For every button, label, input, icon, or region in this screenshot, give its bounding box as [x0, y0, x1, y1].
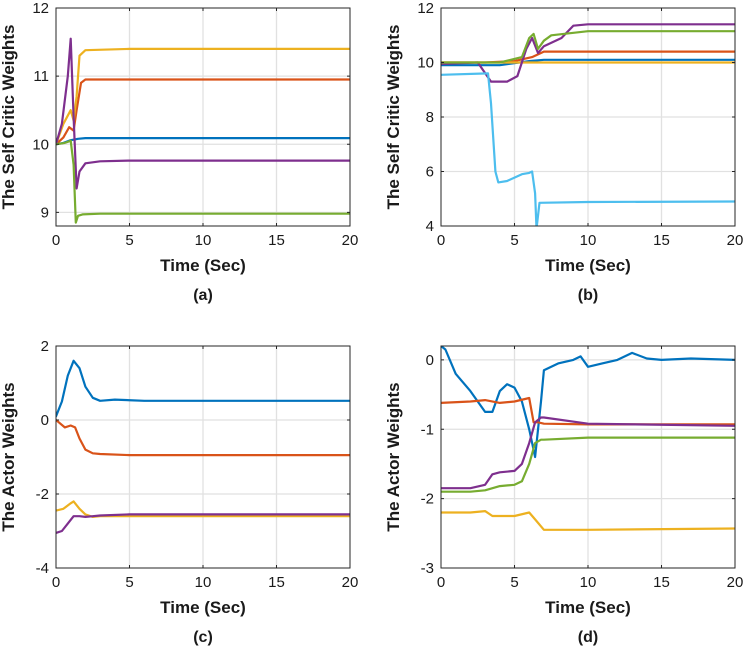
series-line-w6	[441, 72, 735, 226]
x-tick-label: 20	[727, 232, 744, 249]
x-tick-label: 0	[52, 232, 60, 249]
x-tick-label: 5	[125, 574, 133, 591]
x-tick-label: 0	[437, 574, 445, 591]
y-tick-label: -1	[421, 421, 434, 438]
series-group	[56, 37, 350, 224]
y-tick-label: 4	[426, 218, 434, 235]
x-axis-label: Time (Sec)	[160, 256, 246, 275]
x-tick-label: 15	[653, 574, 670, 591]
panel-caption: (b)	[578, 287, 598, 304]
panel-caption: (d)	[578, 629, 598, 646]
x-tick-label: 15	[653, 232, 670, 249]
x-axis-label: Time (Sec)	[160, 598, 246, 617]
x-tick-label: 20	[342, 574, 359, 591]
series-group	[56, 359, 350, 535]
panel-b: 0 5 10 15 20 4 6 8 10 12 Time (Sec) The Self Critic…	[384, 0, 743, 304]
series-line-w4	[56, 37, 350, 190]
series-line-w5	[441, 30, 735, 64]
y-tick-label: 6	[426, 164, 434, 181]
series-line-w4	[56, 513, 350, 535]
series-line-w4	[441, 23, 735, 83]
y-axis-label: The Self Critic Weights	[384, 25, 403, 210]
panel-caption: (c)	[193, 629, 213, 646]
panel-a: 0 5 10 15 20 9 10 11 12 Time (Sec) The Self Critic…	[0, 0, 358, 304]
x-axis-label: Time (Sec)	[545, 598, 631, 617]
series-line-w2	[56, 78, 350, 146]
y-tick-label: 0	[426, 352, 434, 369]
y-tick-label: 10	[32, 136, 49, 153]
series-line-w3	[56, 500, 350, 519]
y-axis-label: The Actor Weights	[384, 382, 403, 531]
y-tick-label: 9	[41, 204, 49, 221]
y-axis-label: The Self Critic Weights	[0, 25, 18, 210]
series-line-w2	[441, 396, 735, 426]
x-tick-label: 10	[195, 574, 212, 591]
x-tick-label: 5	[510, 232, 518, 249]
y-tick-label: 12	[417, 0, 434, 17]
panel-caption: (a)	[193, 287, 213, 304]
series-line-w1	[56, 359, 350, 418]
series-line-w4	[441, 416, 735, 490]
x-tick-label: 5	[510, 574, 518, 591]
x-tick-label: 10	[580, 232, 597, 249]
panel-c: 0 5 10 15 20 -4 -2 0 2 Time (Sec) The Actor Weight…	[0, 338, 358, 646]
series-group	[441, 23, 735, 226]
x-tick-label: 20	[727, 574, 744, 591]
panel-d: 0 5 10 15 20 -3 -2 -1 0 Time (Sec) The Actor Weigh…	[384, 345, 744, 646]
x-tick-label: 15	[268, 574, 285, 591]
y-tick-label: 0	[41, 412, 49, 429]
x-tick-label: 20	[342, 232, 359, 249]
series-line-w1	[441, 346, 735, 459]
series-line-w5	[56, 139, 350, 224]
y-tick-label: -4	[36, 560, 49, 577]
y-tick-label: 12	[32, 0, 49, 17]
x-tick-label: 10	[580, 574, 597, 591]
x-axis-label: Time (Sec)	[545, 256, 631, 275]
y-tick-label: -2	[421, 491, 434, 508]
series-line-w3	[441, 510, 735, 531]
series-line-w2	[56, 418, 350, 457]
series-line-w5	[441, 436, 735, 493]
series-line-w3	[56, 47, 350, 146]
y-tick-label: -2	[36, 486, 49, 503]
x-tick-label: 0	[437, 232, 445, 249]
x-tick-label: 15	[268, 232, 285, 249]
series-line-w1	[441, 58, 735, 67]
y-axis-label: The Actor Weights	[0, 382, 18, 531]
series-group	[441, 346, 735, 531]
y-tick-label: 10	[417, 55, 434, 72]
y-tick-label: 8	[426, 109, 434, 126]
y-tick-label: -3	[421, 560, 434, 577]
y-tick-label: 11	[33, 68, 49, 85]
y-tick-label: 2	[41, 338, 49, 355]
x-tick-label: 5	[125, 232, 133, 249]
x-tick-label: 10	[195, 232, 212, 249]
x-tick-label: 0	[52, 574, 60, 591]
